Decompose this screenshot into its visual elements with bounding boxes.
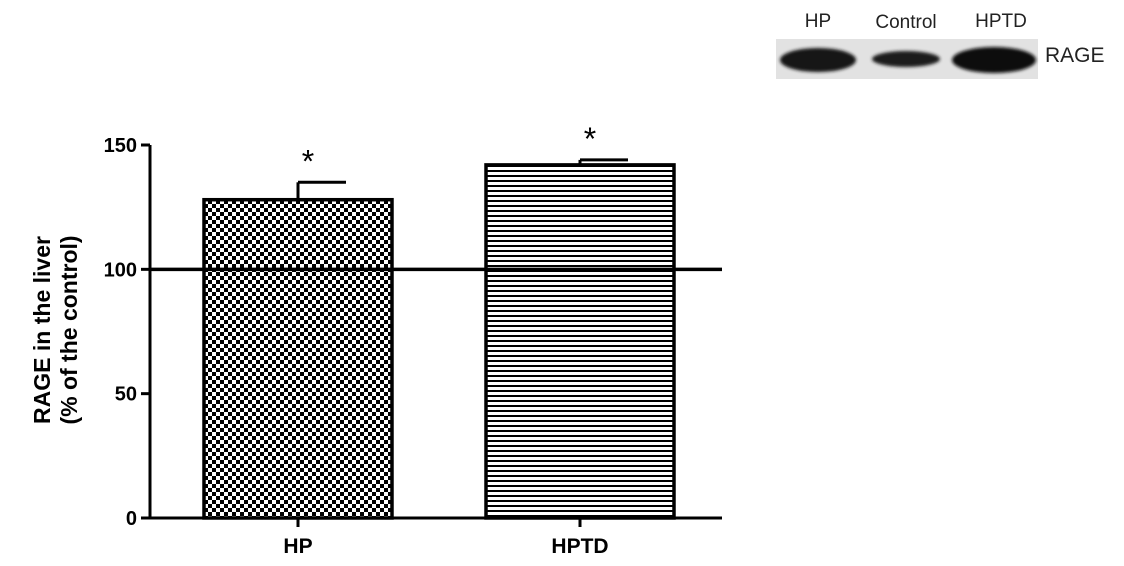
- annotations: **: [150, 121, 722, 272]
- x-tick-label-hp: HP: [283, 535, 312, 558]
- y-tick-label-150: 150: [104, 135, 137, 157]
- y-tick-label-100: 100: [104, 259, 137, 281]
- bar-hp: [202, 197, 394, 520]
- blot-protein-label: RAGE: [1045, 44, 1105, 67]
- y-axis-title-line2: (% of the control): [56, 235, 82, 424]
- blot-lane-label-control: Control: [875, 12, 936, 33]
- blot-lane-label-hp: HP: [805, 11, 831, 32]
- y-tick-label-50: 50: [115, 384, 137, 406]
- y-axis-title-line1: RAGE in the liver: [29, 236, 55, 424]
- axes: 0 50 100 150 HP HPTD: [104, 135, 722, 558]
- bar-hptd: [484, 163, 676, 520]
- y-tick-label-0: 0: [126, 508, 137, 530]
- blot-band-control: [872, 51, 940, 67]
- y-axis-title: RAGE in the liver (% of the control): [29, 235, 82, 424]
- significance-marker-hptd: *: [584, 121, 596, 157]
- significance-marker-hp: *: [302, 143, 314, 179]
- blot-lane-label-hptd: HPTD: [975, 11, 1027, 32]
- x-tick-label-hptd: HPTD: [551, 535, 608, 558]
- bars: [202, 158, 676, 520]
- blot-band-hp: [780, 48, 856, 72]
- blot-band-hptd: [952, 47, 1036, 73]
